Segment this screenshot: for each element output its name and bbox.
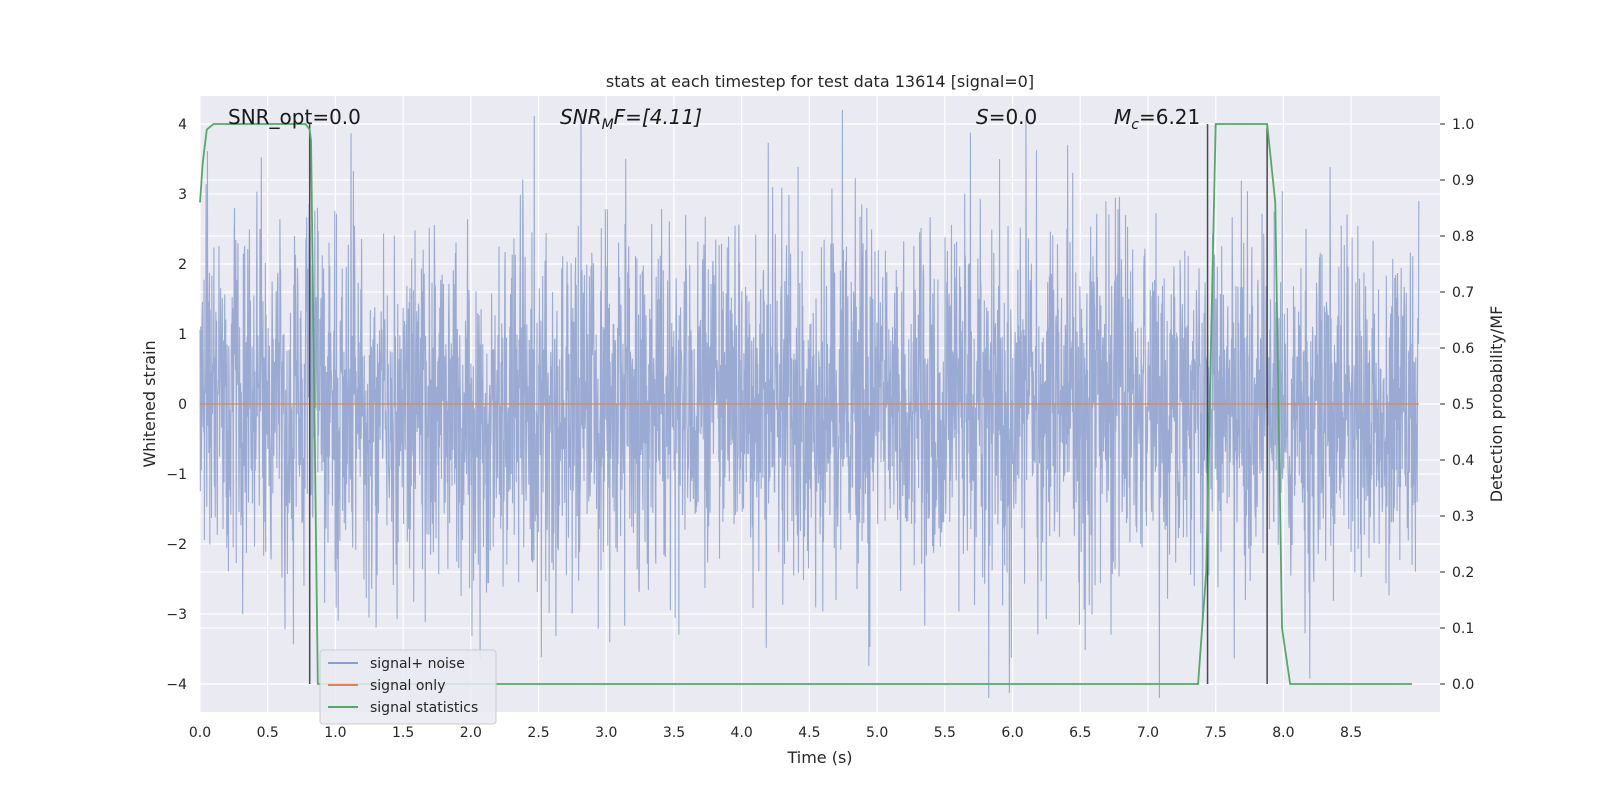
y-right-axis-ticks: 0.0 0.1 0.2 0.3 0.4 0.5 0.6 0.7 0.8 0.9 1.0 (1440, 117, 1474, 693)
y-axis-ticks: −4 −3 −2 −1 0 1 2 3 4 (166, 117, 187, 693)
y-right-tick-label: 0.3 (1452, 509, 1474, 525)
x-tick-label: 3.5 (663, 725, 685, 741)
legend: signal+ noise signal only signal statist… (319, 649, 497, 725)
y-tick-label: 2 (178, 257, 187, 273)
y-right-tick-label: 0.7 (1452, 285, 1474, 301)
y-right-tick-label: 0.4 (1452, 453, 1474, 469)
y-right-tick-label: 0.6 (1452, 341, 1474, 357)
y-tick-label: 3 (178, 187, 187, 203)
annotation-snr-opt: SNR_opt=0.0 (228, 105, 361, 129)
x-tick-label: 8.5 (1340, 725, 1362, 741)
y-tick-label: −1 (166, 467, 187, 483)
y-right-tick-label: 0.5 (1452, 397, 1474, 413)
y-tick-label: 0 (178, 397, 187, 413)
series-signal-statistics (199, 123, 1413, 685)
x-axis-ticks: 0.0 0.5 1.0 1.5 2.0 2.5 3.0 3.5 4.0 4.5 5.0 5.5 6.0 6… (189, 725, 1362, 741)
annotation-s: S=0.0 (976, 105, 1037, 129)
series-signal-noise (199, 109, 1420, 699)
y-tick-label: −3 (166, 607, 187, 623)
x-tick-label: 4.0 (731, 725, 753, 741)
x-tick-label: 0.0 (189, 725, 211, 741)
x-tick-label: 6.5 (1069, 725, 1091, 741)
y-right-tick-label: 0.9 (1452, 173, 1474, 189)
x-tick-label: 3.0 (595, 725, 617, 741)
x-tick-label: 8.0 (1272, 725, 1294, 741)
y-right-tick-label: 0.1 (1452, 621, 1474, 637)
y-right-tick-label: 0.8 (1452, 229, 1474, 245)
x-tick-label: 2.5 (527, 725, 549, 741)
legend-label-signal-only: signal only (370, 678, 445, 694)
y-right-tick-label: 1.0 (1452, 117, 1474, 133)
x-axis-label: Time (s) (786, 748, 852, 767)
x-tick-label: 1.5 (392, 725, 414, 741)
x-tick-label: 1.0 (324, 725, 346, 741)
x-tick-label: 4.5 (798, 725, 820, 741)
x-tick-label: 7.5 (1205, 725, 1227, 741)
annotation-snr-mf: SNRMF=[4.11] (560, 105, 702, 133)
y-tick-label: 1 (178, 327, 187, 343)
x-tick-label: 5.0 (866, 725, 888, 741)
y-tick-label: −2 (166, 537, 187, 553)
annotation-mc: Mc=6.21 (1114, 105, 1200, 133)
line-signal-statistics (199, 123, 1413, 685)
x-tick-label: 0.5 (257, 725, 279, 741)
y-right-axis-label: Detection probability/MF (1487, 306, 1506, 503)
x-tick-label: 7.0 (1137, 725, 1159, 741)
legend-box (319, 649, 497, 725)
x-tick-label: 6.0 (1001, 725, 1023, 741)
line-signal-noise (199, 109, 1420, 699)
y-right-tick-label: 0.0 (1452, 677, 1474, 693)
x-tick-label: 2.0 (460, 725, 482, 741)
y-tick-label: 4 (178, 117, 187, 133)
legend-label-signal-statistics: signal statistics (370, 700, 478, 716)
legend-label-signal-noise: signal+ noise (370, 656, 465, 672)
y-right-tick-label: 0.2 (1452, 565, 1474, 581)
chart-title: stats at each timestep for test data 136… (606, 72, 1034, 91)
y-axis-label: Whitened strain (140, 340, 159, 467)
y-tick-label: −4 (166, 677, 187, 693)
x-tick-label: 5.5 (934, 725, 956, 741)
vertical-markers (308, 124, 1268, 684)
